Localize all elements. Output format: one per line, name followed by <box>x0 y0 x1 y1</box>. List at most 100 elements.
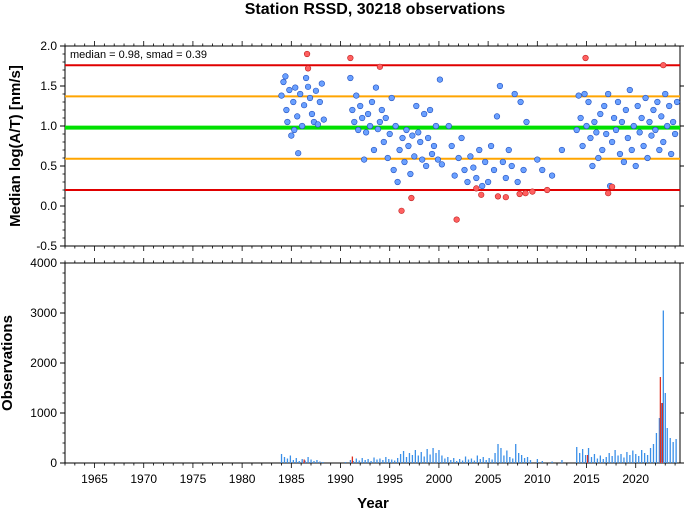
observation-bar <box>394 460 396 463</box>
observation-bar <box>361 458 363 463</box>
observation-bar <box>355 458 357 463</box>
data-point <box>670 118 677 126</box>
outlier-point <box>502 194 509 201</box>
data-point <box>396 146 403 154</box>
observation-bar <box>482 457 484 463</box>
data-point <box>520 166 527 174</box>
outlier-point <box>453 216 460 223</box>
data-point <box>357 102 364 110</box>
data-point <box>558 146 566 154</box>
observation-bars <box>280 310 677 463</box>
x-tick-label: 1980 <box>229 472 256 486</box>
observation-bar <box>385 457 387 463</box>
bottom-plot-frame <box>64 262 681 464</box>
data-point <box>624 134 631 142</box>
data-point <box>290 98 297 106</box>
data-point <box>505 146 512 154</box>
data-point <box>363 129 370 136</box>
data-point <box>620 158 628 166</box>
data-point <box>479 182 486 190</box>
observation-bar <box>432 448 434 463</box>
data-point <box>650 106 657 114</box>
data-point <box>673 98 681 106</box>
observation-bar <box>376 459 378 463</box>
observation-bar <box>438 450 440 463</box>
data-point <box>388 94 395 102</box>
data-point <box>417 138 424 146</box>
observation-bar-highlight <box>659 377 662 463</box>
observation-bar <box>464 456 467 463</box>
data-point <box>603 130 610 138</box>
observation-bar <box>289 455 292 463</box>
x-tick-label: 2020 <box>622 472 649 486</box>
observation-bar <box>641 450 643 463</box>
x-tick-label: 1975 <box>180 472 207 486</box>
data-point <box>411 153 418 160</box>
data-point <box>654 98 661 106</box>
data-point <box>539 166 546 174</box>
observation-bar <box>608 453 610 463</box>
outlier-point <box>605 190 612 197</box>
data-point <box>370 146 378 154</box>
x-tick-label: 2015 <box>573 472 600 486</box>
observation-bar <box>614 450 616 463</box>
data-point <box>534 156 541 163</box>
data-point <box>283 106 290 114</box>
observation-bar <box>526 457 529 463</box>
observation-bar <box>660 403 663 463</box>
outlier-point <box>544 186 551 194</box>
observation-bar <box>626 452 628 463</box>
observation-bar <box>388 459 390 463</box>
data-point <box>662 90 669 98</box>
observation-bar <box>646 455 649 463</box>
data-point <box>548 172 556 179</box>
outlier-point <box>582 54 589 62</box>
observation-bar <box>536 459 539 463</box>
data-point <box>638 114 645 122</box>
observation-bar <box>301 459 303 463</box>
data-point <box>314 121 321 128</box>
observation-bar <box>675 439 677 463</box>
data-point <box>668 150 675 158</box>
data-point <box>575 92 582 99</box>
observation-bar <box>602 459 604 463</box>
observation-bar <box>638 456 640 463</box>
data-point <box>278 92 285 99</box>
outlier-point <box>522 190 529 197</box>
observation-bar <box>506 450 508 463</box>
x-tick-label: 2000 <box>426 472 453 486</box>
data-point <box>380 138 387 146</box>
data-point <box>432 122 440 130</box>
data-point <box>424 134 432 142</box>
x-tick-label: 1965 <box>81 472 108 486</box>
data-point <box>502 174 509 182</box>
observation-bar <box>352 461 355 463</box>
observation-bar <box>581 449 584 463</box>
outlier-point <box>660 62 667 69</box>
data-point <box>496 82 504 90</box>
outlier-point <box>516 190 523 198</box>
data-point <box>308 110 316 118</box>
observation-bar-highlight <box>351 456 354 463</box>
observation-bar <box>649 448 652 463</box>
data-point <box>299 122 306 130</box>
y-tick-label: -0.5 <box>36 239 57 253</box>
observation-bar <box>515 444 517 463</box>
observation-bar <box>367 459 369 463</box>
data-point <box>622 106 629 114</box>
observation-bar <box>509 457 511 463</box>
outlier-point <box>304 65 312 72</box>
data-point <box>384 154 391 162</box>
data-point <box>573 126 580 134</box>
observation-bar <box>417 455 419 463</box>
data-point <box>591 118 598 126</box>
data-point <box>284 118 291 126</box>
observation-bar <box>669 438 671 463</box>
observation-bar <box>488 458 490 463</box>
data-point <box>301 102 308 109</box>
data-point <box>581 90 588 98</box>
data-point <box>487 142 495 150</box>
observation-bar <box>541 461 543 463</box>
data-point <box>461 166 468 174</box>
